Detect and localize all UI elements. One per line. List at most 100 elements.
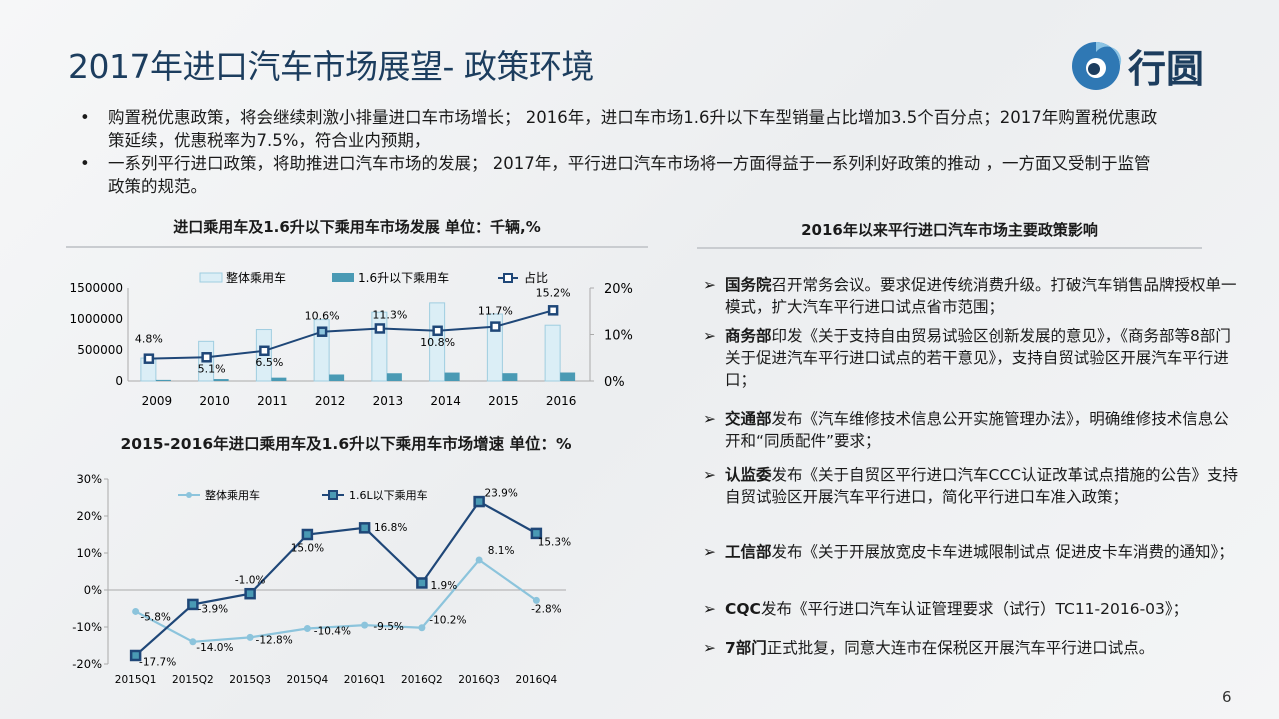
page-number: 6 [1222,688,1232,706]
arrow-bullet-icon: ➢ [703,639,716,657]
chart-growth-rate: -20% -10% 0% 10% 20% 30% 2015Q1 2015Q2 2015Q3 201… [72,472,571,686]
series-point [303,624,311,632]
arrow-bullet-icon: ➢ [703,600,716,618]
policy-org: 交通部 [725,410,772,428]
bar-total [371,311,388,382]
y-tick-label: -20% [72,657,102,671]
bullet-text: 购置税优惠政策，将会继续刺激小排量进口车市场增长； 2016年，进口车市场1.6… [108,108,1158,150]
legend-marker-small [328,490,338,500]
data-label: -5.8% [140,611,170,623]
policy-org: 国务院 [725,276,772,294]
legend-label: 1.6L以下乘用车 [349,488,428,502]
policy-item: ➢ 商务部印发《关于支持自由贸易试验区创新发展的意见》，《商务部等8部门关于促进汽… [703,325,1243,391]
y-tick-label: 30% [76,472,102,486]
series-point [189,638,197,646]
policy-org: CQC [725,600,761,618]
bar-small [444,372,460,381]
y-tick-label: 1000000 [70,312,123,326]
arrow-bullet-icon: ➢ [703,543,716,561]
data-label: 10.6% [305,310,340,323]
series-point [416,577,428,589]
policy-item: ➢ 交通部发布《汽车维修技术信息公开实施管理办法》，明确维修技术信息公开和“同质配… [703,408,1243,452]
x-tick-label: 2015Q2 [172,674,214,686]
series-line [135,558,538,643]
series-point [246,633,254,641]
series-point [301,528,314,541]
policy-desc: 印发《关于支持自由贸易试验区创新发展的意见》，《商务部等8部门关于促进汽车平行进… [725,327,1231,389]
policy-text: 7部门正式批复，同意大连市在保税区开展汽车平行进口试点。 [725,637,1154,659]
y-tick-label: 500000 [77,343,123,357]
data-label: 16.8% [374,522,407,534]
data-label: -3.9% [198,603,228,615]
y2-tick-label: 20% [604,282,633,297]
x-tick-label: 2016Q1 [344,674,386,686]
policy-text: 商务部印发《关于支持自由贸易试验区创新发展的意见》，《商务部等8部门关于促进汽车… [725,325,1243,391]
share-point [259,345,270,357]
y-tick-label: 1500000 [70,281,123,295]
data-label: -10.4% [314,625,351,637]
policy-item: ➢ 认监委发布《关于自贸区平行进口汽车CCC认证改革试点措施的公告》支持自贸试验区… [703,464,1243,508]
share-point [432,325,443,337]
bullet-text: 一系列平行进口政策，将助推进口汽车市场的发展； 2017年，平行进口汽车市场将一… [108,154,1151,196]
series-point [473,495,485,508]
data-label: 1.9% [431,580,458,592]
share-point [490,321,501,332]
share-point [201,352,212,363]
bar-small [386,373,402,381]
bar-small [155,379,171,381]
series-point [132,607,140,615]
x-tick-label: 2014 [430,394,461,408]
policy-org: 商务部 [725,327,772,345]
y-tick-label: -10% [72,620,102,634]
policy-text: 认监委发布《关于自贸区平行进口汽车CCC认证改革试点措施的公告》支持自贸试验区开… [725,464,1243,508]
chart2-title: 2015-2016年进口乘用车及1.6升以下乘用车市场增速 单位：% [120,435,572,453]
share-point [547,305,559,316]
legend-swatch-small [332,273,354,282]
arrow-bullet-icon: ➢ [703,466,716,484]
logo-swirl-icon [1072,41,1122,90]
policy-item: ➢ CQC发布《平行进口汽车认证管理要求（试行）TC11-2016-03》； [703,598,1243,620]
y-tick-label: 20% [76,509,102,523]
x-tick-label: 2013 [373,394,404,408]
x-tick-label: 2016 [546,394,577,408]
bar-small [502,373,518,381]
series-point [358,522,371,534]
bar-small [560,372,576,381]
policy-text: 工信部发布《关于开展放宽皮卡车进城限制试点 促进皮卡车消费的通知》； [725,541,1234,563]
series-point [361,621,369,629]
x-tick-label: 2009 [142,394,173,408]
data-label: -14.0% [196,642,233,654]
data-label: 4.8% [135,333,163,346]
share-point [374,323,386,334]
x-tick-label: 2015Q4 [287,674,329,686]
chart-market-development: 0 500000 1000000 1500000 0% 10% 20% 2009 2010 201… [70,270,633,408]
policy-text: CQC发布《平行进口汽车认证管理要求（试行）TC11-2016-03》； [725,598,1188,620]
data-label: 23.9% [484,488,517,500]
policy-desc: 召开常务会议。要求促进传统消费升级。打破汽车销售品牌授权单一模式，扩大汽车平行进… [725,276,1237,316]
policy-org: 工信部 [725,543,772,561]
y-tick-label: 0 [115,374,123,388]
series-point [530,527,543,540]
series-point [244,587,256,600]
data-label: 10.8% [420,336,455,349]
legend-label: 占比 [524,270,548,285]
legend-marker-share [503,273,513,283]
data-label: 11.7% [478,305,513,318]
series-point [418,624,426,632]
brand-logo: 行圆 [1070,38,1204,93]
series-point [532,596,540,604]
y2-tick-label: 0% [604,375,625,390]
data-label: -10.2% [429,615,466,627]
arrow-bullet-icon: ➢ [703,327,716,345]
data-label: -2.8% [531,603,561,615]
bar-small [213,379,229,381]
series-point [129,649,142,662]
right-panel-title: 2016年以来平行进口汽车市场主要政策影响 [801,221,1098,239]
policy-desc: 发布《平行进口汽车认证管理要求（试行）TC11-2016-03》； [760,600,1189,618]
data-label: 5.1% [198,362,226,375]
x-tick-label: 2011 [257,394,288,408]
data-label: -12.8% [256,634,293,646]
logo-text: 行圆 [1128,47,1205,91]
policy-desc: 正式批复，同意大连市在保税区开展汽车平行进口试点。 [766,639,1155,657]
policy-item: ➢ 工信部发布《关于开展放宽皮卡车进城限制试点 促进皮卡车消费的通知》； [703,541,1243,563]
